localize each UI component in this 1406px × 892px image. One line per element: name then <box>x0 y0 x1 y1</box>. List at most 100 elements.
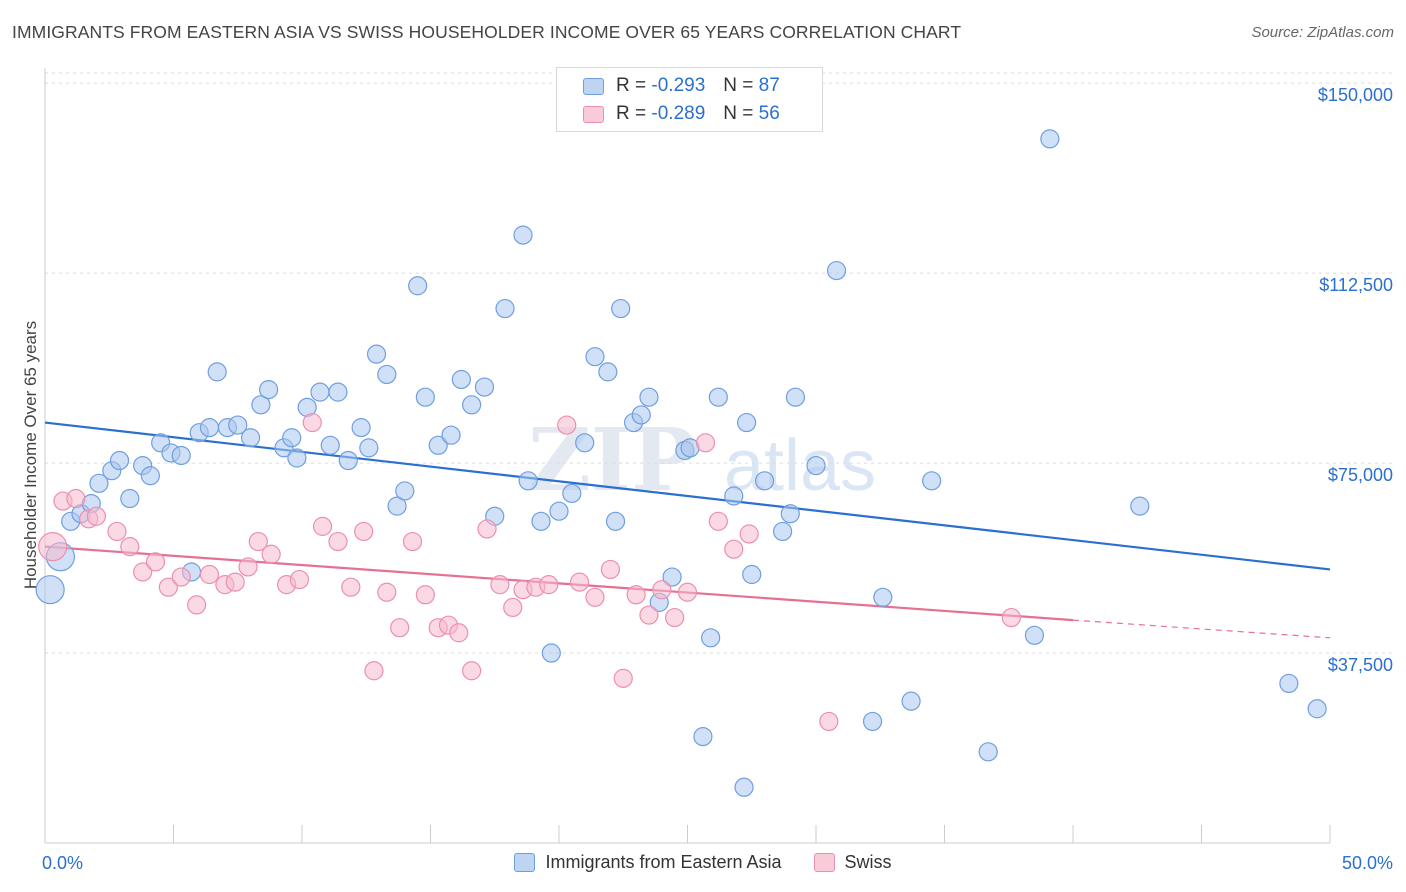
point-eastern-asia <box>575 433 595 453</box>
point-swiss <box>477 519 497 539</box>
point-eastern-asia <box>518 471 538 491</box>
point-eastern-asia <box>605 511 626 531</box>
point-eastern-asia <box>754 471 775 491</box>
point-swiss <box>819 711 839 732</box>
r-value: -0.293 <box>651 75 706 96</box>
r-label: R = <box>616 103 647 124</box>
watermark-atlas: atlas <box>724 426 876 506</box>
point-swiss <box>199 564 220 585</box>
point-eastern-asia <box>495 298 515 319</box>
legend-swatch-eastern-asia <box>514 853 536 872</box>
point-eastern-asia <box>873 587 893 607</box>
n-value: 87 <box>758 75 780 96</box>
legend-label-swiss: Swiss <box>844 852 892 872</box>
point-swiss <box>724 539 744 559</box>
point-swiss <box>539 575 559 595</box>
point-eastern-asia <box>207 362 227 382</box>
point-eastern-asia <box>287 448 307 468</box>
trend-line-eastern-asia <box>44 421 1331 571</box>
x-tick-label-min: 0.0% <box>42 853 83 873</box>
r-value: -0.289 <box>651 103 706 124</box>
point-eastern-asia <box>541 643 561 663</box>
point-eastern-asia <box>742 564 762 585</box>
stats-swatch-eastern-asia <box>583 77 604 95</box>
point-swiss <box>364 661 384 681</box>
stats-swatch-swiss <box>583 105 604 123</box>
n-label: N = <box>723 75 754 96</box>
point-swiss <box>557 415 577 435</box>
point-eastern-asia <box>228 415 248 435</box>
point-eastern-asia <box>408 276 428 296</box>
point-swiss <box>415 585 435 605</box>
point-swiss <box>354 521 374 542</box>
legend-item-eastern-asia[interactable]: Immigrants from Eastern Asia <box>514 852 782 873</box>
point-eastern-asia <box>708 387 728 407</box>
point-eastern-asia <box>1024 625 1045 645</box>
point-swiss <box>600 559 621 580</box>
point-eastern-asia <box>862 711 883 732</box>
point-eastern-asia <box>1040 129 1060 149</box>
point-eastern-asia <box>978 742 998 762</box>
point-eastern-asia <box>922 471 942 491</box>
point-eastern-asia <box>199 418 220 438</box>
point-eastern-asia <box>359 438 379 458</box>
point-eastern-asia <box>441 425 461 445</box>
point-swiss <box>652 580 672 600</box>
point-eastern-asia <box>328 382 348 402</box>
legend-swatch-swiss <box>813 853 835 872</box>
point-eastern-asia <box>387 496 407 516</box>
point-eastern-asia <box>513 225 533 245</box>
point-swiss <box>462 661 482 681</box>
legend-label-eastern-asia: Immigrants from Eastern Asia <box>545 852 782 872</box>
point-eastern-asia <box>251 395 271 415</box>
point-eastern-asia <box>428 435 448 455</box>
point-swiss <box>238 557 258 577</box>
point-eastern-asia <box>1130 496 1150 516</box>
point-swiss <box>402 531 423 552</box>
stats-legend: R = -0.293 N = 87 R = -0.289 N = 56 <box>556 67 823 132</box>
point-eastern-asia <box>562 483 582 504</box>
point-eastern-asia <box>734 777 754 797</box>
point-swiss <box>390 618 410 638</box>
chart-title: IMMIGRANTS FROM EASTERN ASIA VS SWISS HO… <box>12 22 962 42</box>
point-eastern-asia <box>701 628 721 648</box>
point-eastern-asia <box>549 501 569 521</box>
point-eastern-asia <box>310 382 330 402</box>
point-eastern-asia <box>826 260 847 281</box>
y-tick-label: $37,500 <box>1328 655 1393 675</box>
data-points <box>35 129 1327 797</box>
y-tick-label: $150,000 <box>1318 85 1393 105</box>
point-swiss <box>1001 607 1021 628</box>
point-eastern-asia <box>772 521 793 542</box>
point-eastern-asia <box>724 486 744 506</box>
point-swiss <box>187 595 207 615</box>
point-swiss <box>328 531 348 552</box>
tick-labels: $37,500 $75,000 $112,500 $150,000 0.0% 50.0% <box>42 85 1393 873</box>
point-eastern-asia <box>241 428 261 448</box>
point-swiss <box>225 572 245 592</box>
point-eastern-asia <box>1307 699 1327 719</box>
point-swiss <box>66 488 86 509</box>
point-eastern-asia <box>598 362 618 382</box>
legend-item-swiss[interactable]: Swiss <box>813 852 892 873</box>
point-eastern-asia <box>366 344 387 364</box>
point-eastern-asia <box>395 481 415 501</box>
point-eastern-asia <box>171 445 191 466</box>
point-swiss <box>503 597 523 618</box>
point-swiss <box>107 521 127 542</box>
point-eastern-asia <box>451 369 471 390</box>
point-eastern-asia <box>282 428 302 448</box>
point-swiss <box>38 532 68 562</box>
point-eastern-asia <box>462 395 482 415</box>
point-eastern-asia <box>662 567 682 587</box>
point-eastern-asia <box>35 575 65 605</box>
point-swiss <box>585 587 605 607</box>
point-swiss <box>708 511 728 531</box>
point-eastern-asia <box>474 377 495 397</box>
point-swiss <box>677 582 698 602</box>
point-eastern-asia <box>89 473 109 493</box>
series-legend: Immigrants from Eastern Asia Swiss <box>0 852 1406 873</box>
point-eastern-asia <box>338 450 358 471</box>
point-eastern-asia <box>639 387 659 407</box>
